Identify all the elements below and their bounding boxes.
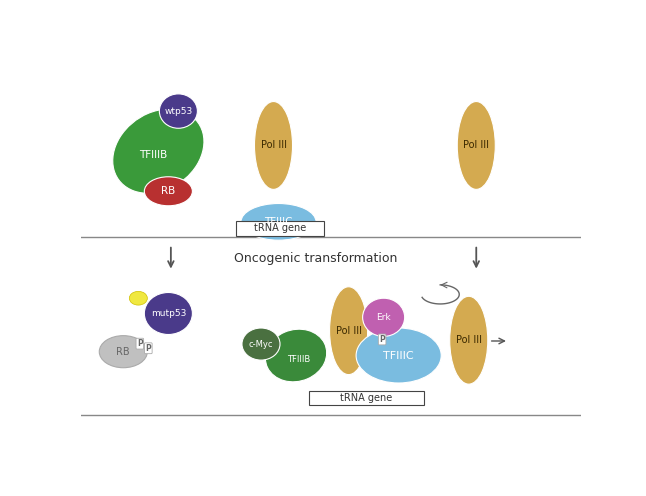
Text: c-Myc: c-Myc <box>249 340 273 349</box>
Text: Oncogenic transformation: Oncogenic transformation <box>234 251 398 265</box>
Text: P: P <box>145 344 151 353</box>
Text: TFIIIC: TFIIIC <box>383 351 414 361</box>
Ellipse shape <box>129 291 147 305</box>
Text: P: P <box>137 339 143 348</box>
Text: RB: RB <box>116 347 130 357</box>
Ellipse shape <box>356 328 441 383</box>
Text: Pol III: Pol III <box>260 140 286 150</box>
Text: mutp53: mutp53 <box>151 309 186 318</box>
Ellipse shape <box>160 94 198 128</box>
Text: tRNA gene: tRNA gene <box>340 393 392 403</box>
Text: RB: RB <box>162 186 176 196</box>
Ellipse shape <box>450 296 488 384</box>
Ellipse shape <box>329 287 368 374</box>
Text: Pol III: Pol III <box>336 326 362 336</box>
Bar <box>309 391 424 405</box>
Text: Erk: Erk <box>377 313 391 322</box>
Ellipse shape <box>144 293 193 334</box>
Ellipse shape <box>362 298 404 336</box>
Text: wtp53: wtp53 <box>164 107 193 116</box>
Ellipse shape <box>457 102 495 189</box>
Text: Pol III: Pol III <box>463 140 489 150</box>
Ellipse shape <box>241 203 316 240</box>
Bar <box>236 221 324 236</box>
Text: TFIIIC: TFIIIC <box>264 217 293 227</box>
Text: TFIIIB: TFIIIB <box>287 355 310 364</box>
Ellipse shape <box>266 329 327 382</box>
Text: TFIIIB: TFIIIB <box>140 150 167 160</box>
Ellipse shape <box>242 328 280 360</box>
Text: tRNA gene: tRNA gene <box>254 223 306 233</box>
Ellipse shape <box>144 177 193 206</box>
Ellipse shape <box>99 336 147 368</box>
Ellipse shape <box>113 109 204 193</box>
Text: P: P <box>379 335 385 344</box>
Ellipse shape <box>255 102 293 189</box>
Text: Pol III: Pol III <box>456 335 482 345</box>
